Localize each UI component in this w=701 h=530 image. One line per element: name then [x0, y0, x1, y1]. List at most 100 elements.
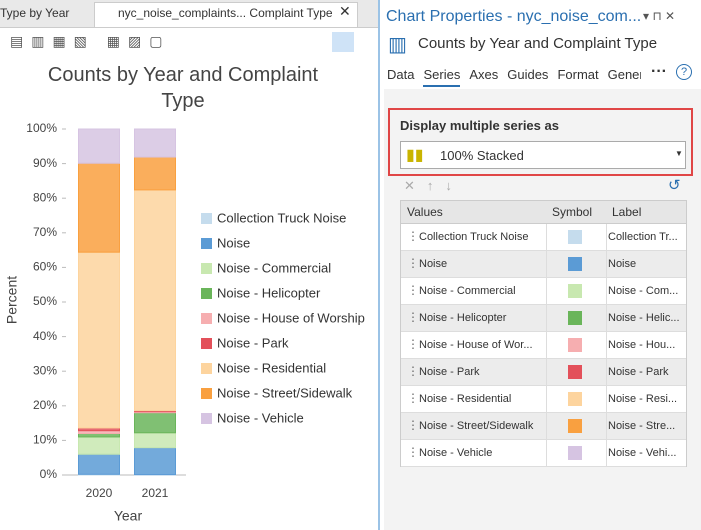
header-cell: Symbol	[552, 205, 593, 219]
close-icon[interactable]: ✕	[339, 3, 351, 19]
legend-swatch	[201, 363, 212, 374]
chart-icon: ▥	[388, 34, 407, 56]
label-cell: Noise - Stre...	[608, 420, 676, 432]
bar-segment	[78, 436, 120, 455]
legend-label: Noise - House of Worship	[217, 310, 365, 325]
toolbar-button[interactable]	[332, 32, 354, 52]
column-rule	[606, 224, 607, 250]
y-tick-label: 100%	[26, 121, 57, 135]
property-tab[interactable]: Guides	[507, 67, 549, 82]
label-cell: Noise	[608, 258, 637, 270]
column-rule	[546, 224, 547, 250]
label-cell: Noise - Com...	[608, 285, 679, 297]
legend-swatch	[201, 413, 212, 424]
help[interactable]: ?	[676, 64, 692, 80]
column-rule	[546, 413, 547, 439]
series-table: Values Symbol Label ⋮ Collection Truck Noise…	[400, 200, 687, 467]
drag-handle: ⋮	[407, 364, 419, 378]
table-row[interactable]: ⋮ Collection Truck Noise Collection Tr...	[401, 224, 686, 251]
table-row[interactable]: ⋮ Noise - Commercial Noise - Com...	[401, 278, 686, 305]
pane-icons[interactable]: ▾ ⊓ ✕	[643, 9, 676, 23]
table-row[interactable]: ⋮ Noise - House of Wor... Noise - Hou...	[401, 332, 686, 359]
column-rule	[546, 440, 547, 466]
bar-segment	[78, 432, 120, 438]
column-rule	[606, 251, 607, 277]
legend-swatch	[201, 388, 212, 399]
symbol	[568, 392, 582, 406]
symbol	[568, 230, 582, 244]
table-row[interactable]: ⋮ Noise - Park Noise - Park	[401, 359, 686, 386]
column-rule	[546, 278, 547, 304]
value-cell: Collection Truck Noise	[419, 231, 529, 243]
x-tick-label: 2020	[86, 486, 113, 500]
chart-title: Counts by Year and Complaint Type	[47, 64, 319, 112]
table-row[interactable]: ⋮ Noise Noise	[401, 251, 686, 278]
property-tab[interactable]: Gener	[607, 67, 641, 82]
label-cell: Noise - Park	[608, 366, 669, 378]
active-tab[interactable]	[94, 2, 358, 27]
section-label: Display multiple series as	[400, 118, 559, 133]
label-cell: Noise - Resi...	[608, 393, 678, 405]
highlight-box	[388, 108, 693, 176]
tab[interactable]: Type by Year	[0, 6, 70, 20]
column-rule	[546, 386, 547, 412]
table-row[interactable]: ⋮ Noise - Vehicle Noise - Vehi...	[401, 440, 686, 467]
column-rule	[606, 413, 607, 439]
drag-handle: ⋮	[407, 283, 419, 297]
property-tab[interactable]: Axes	[469, 67, 499, 82]
y-tick-label: 80%	[33, 190, 57, 204]
bar-segment	[78, 128, 120, 164]
property-tab[interactable]: Data	[387, 67, 415, 82]
column-rule	[546, 305, 547, 331]
symbol	[568, 338, 582, 352]
legend-swatch	[201, 313, 212, 324]
dropdown[interactable]	[400, 141, 686, 169]
drag-handle: ⋮	[407, 256, 419, 270]
value-cell: Noise	[419, 258, 448, 270]
row-tools[interactable]: ✕↑↓	[404, 178, 464, 193]
value-cell: Noise - Helicopter	[419, 312, 507, 324]
table-row[interactable]: ⋮ Noise - Residential Noise - Resi...	[401, 386, 686, 413]
label-cell: Noise - Hou...	[608, 339, 676, 351]
column-rule	[546, 251, 547, 277]
divider	[378, 0, 380, 530]
legend-swatch	[201, 213, 212, 224]
y-tick-label: 70%	[33, 225, 57, 239]
toolbar[interactable]: ▤▥▦▧ ▦▨▢	[10, 33, 171, 49]
legend-label: Noise - Park	[217, 335, 289, 350]
bar-segment	[134, 156, 176, 191]
table-row[interactable]: ⋮ Noise - Helicopter Noise - Helic...	[401, 305, 686, 332]
y-tick-label: 30%	[33, 363, 57, 377]
column-rule	[606, 278, 607, 304]
reset[interactable]: ↺	[668, 177, 681, 194]
value-cell: Noise - Commercial	[419, 285, 516, 297]
y-tick-label: 10%	[33, 433, 57, 447]
value-cell: Noise - Park	[419, 366, 480, 378]
legend-label: Collection Truck Noise	[217, 210, 346, 225]
bar-segment	[134, 412, 176, 434]
drag-handle: ⋮	[407, 229, 419, 243]
bar-segment	[78, 453, 120, 475]
column-rule	[546, 359, 547, 385]
legend-swatch	[201, 338, 212, 349]
value-cell: Noise - House of Wor...	[419, 339, 533, 351]
y-axis-label: Percent	[4, 276, 20, 324]
bar-segment	[78, 251, 120, 429]
property-tabs: Data Series Axes Guides Format Gener	[387, 67, 650, 87]
bar-segment	[134, 447, 176, 476]
legend-label: Noise - Residential	[217, 360, 326, 375]
pane-title: Chart Properties - nyc_noise_com...	[386, 8, 642, 25]
legend-label: Noise - Helicopter	[217, 285, 321, 300]
label-cell: Noise - Helic...	[608, 312, 680, 324]
property-tab[interactable]: Series	[423, 67, 461, 87]
table-row[interactable]: ⋮ Noise - Street/Sidewalk Noise - Stre...	[401, 413, 686, 440]
bar-segment	[134, 432, 176, 449]
more[interactable]: ···	[651, 63, 667, 80]
header-cell: Label	[612, 205, 642, 219]
y-tick-label: 90%	[33, 156, 57, 170]
column-rule	[606, 359, 607, 385]
tab[interactable]: nyc_noise_complaints... Complaint Type	[118, 6, 333, 20]
property-tab[interactable]: Format	[557, 67, 599, 82]
value-cell: Noise - Residential	[419, 393, 512, 405]
